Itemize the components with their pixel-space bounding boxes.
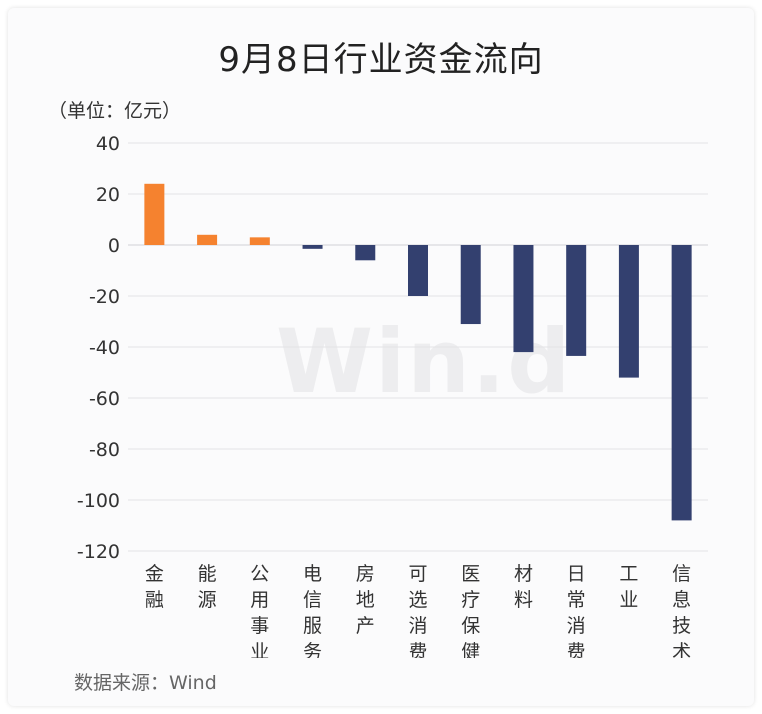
x-category-label: 信息技术 [672,563,691,658]
y-tick-label: -80 [89,439,120,461]
x-category-label: 金融 [145,563,164,611]
y-tick-label: 20 [96,184,120,206]
bar [408,245,428,296]
x-category-label: 电信服务 [303,563,322,658]
y-tick-label: -60 [89,388,120,410]
source-label: 数据来源：Wind [74,672,217,694]
x-category-label: 工业 [619,563,638,611]
x-category-label: 房地产 [356,563,375,637]
bar [618,245,639,378]
y-tick-label: -100 [77,490,120,512]
y-tick-label: 40 [96,133,120,155]
bar [671,245,692,521]
x-category-label: 材料 [514,563,533,611]
x-category-label: 可选消费 [408,563,427,658]
bar [355,245,376,261]
y-tick-label: -120 [77,541,120,563]
x-category-label: 公用事业 [250,563,269,658]
bar [197,234,218,245]
bar [144,183,165,245]
chart-title: 9月8日行业资金流向 [218,40,544,80]
x-category-label: 日常消费 [567,563,586,658]
bar [249,237,270,245]
bar [513,245,534,353]
x-category-label: 医疗保健 [461,563,480,658]
bar [302,245,323,249]
unit-label: （单位：亿元） [48,100,182,122]
chart-card: 9月8日行业资金流向 （单位：亿元） Win.d 40 20 0 -20 -40 -60-… [8,8,754,706]
y-tick-label: 0 [108,235,120,257]
x-category-label: 能源 [198,563,217,611]
bar [566,245,587,356]
bar [460,245,481,325]
y-tick-label: -40 [89,337,120,359]
y-tick-label: -20 [89,286,120,308]
